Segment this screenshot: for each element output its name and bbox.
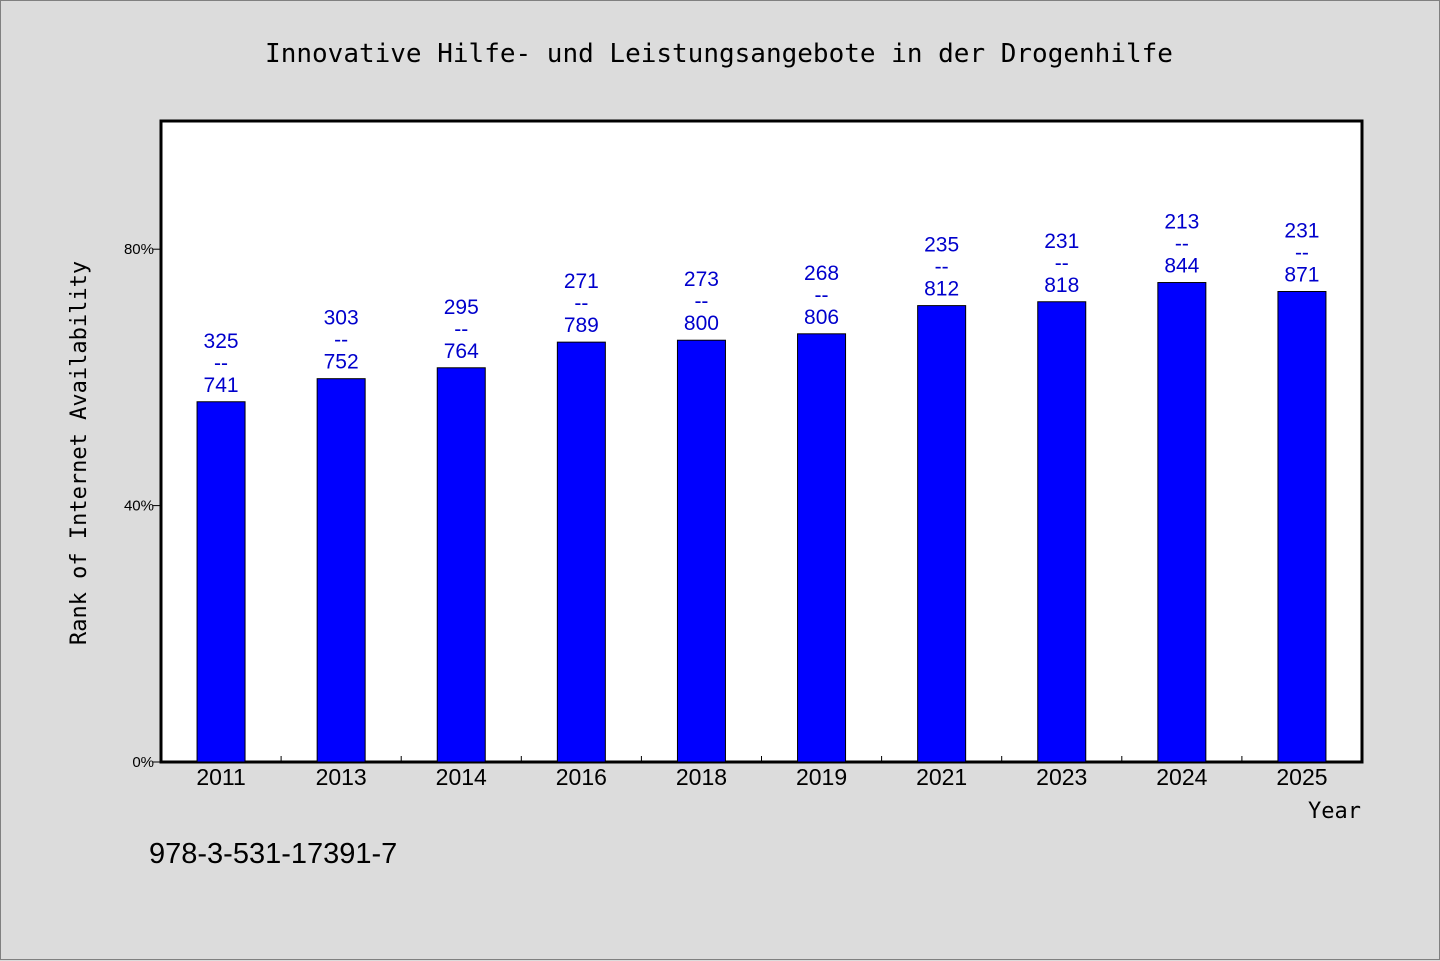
data-label: 871 (1284, 264, 1319, 287)
data-label: 213 (1164, 211, 1199, 234)
x-tick-label: 2011 (196, 764, 245, 790)
data-label: 273 (684, 268, 719, 291)
data-label: 752 (324, 351, 359, 374)
bar (436, 367, 486, 763)
bar-series (196, 282, 1327, 763)
x-tick-label: 2023 (1036, 764, 1087, 790)
x-tick-label: 2014 (436, 764, 487, 790)
bar (676, 339, 726, 763)
x-axis-label: Year (1308, 799, 1361, 824)
y-axis: 0% 40% 80% (124, 241, 161, 771)
bar (316, 378, 366, 763)
data-labels: 325--741303--752295--764271--789273--800… (204, 211, 1320, 397)
data-label: -- (1175, 233, 1189, 256)
data-label: 741 (204, 374, 239, 397)
data-label: 818 (1044, 274, 1079, 297)
x-tick-label: 2018 (676, 764, 727, 790)
y-tick-label: 40% (124, 498, 154, 515)
data-label: 764 (444, 340, 479, 363)
y-axis-label: Rank of Internet Availability (67, 261, 92, 645)
data-label: 271 (564, 270, 599, 293)
data-label: -- (815, 284, 829, 307)
y-tick-label: 0% (132, 754, 154, 771)
y-tick-label: 80% (124, 241, 154, 258)
bar (797, 333, 847, 763)
data-label: 295 (444, 296, 479, 319)
data-label: 800 (684, 312, 719, 335)
chart-title: Innovative Hilfe- und Leistungsangebote … (265, 39, 1173, 69)
bar (1157, 282, 1207, 763)
bar (1037, 301, 1087, 763)
data-label: -- (334, 329, 348, 352)
data-label: 235 (924, 234, 959, 257)
data-label: 268 (804, 262, 839, 285)
data-label: -- (694, 290, 708, 313)
bar (1277, 291, 1327, 763)
x-tick-label: 2016 (556, 764, 607, 790)
data-label: -- (935, 256, 949, 279)
data-label: 325 (204, 330, 239, 353)
x-tick-label: 2024 (1156, 764, 1207, 790)
data-label: 303 (324, 307, 359, 330)
data-label: 812 (924, 278, 959, 301)
data-label: -- (1295, 242, 1309, 265)
data-label: 231 (1284, 220, 1319, 243)
data-label: 789 (564, 314, 599, 337)
bar (196, 401, 246, 763)
bar (917, 305, 967, 763)
x-tick-label: 2019 (796, 764, 847, 790)
bar (556, 341, 606, 763)
x-axis: 2011 2013 2014 2016 2018 2019 2021 2023 2024 2025 (196, 756, 1328, 790)
x-tick-label: 2021 (916, 764, 967, 790)
x-tick-label: 2013 (316, 764, 367, 790)
data-label: -- (454, 318, 468, 341)
isbn-footnote: 978-3-531-17391-7 (149, 838, 397, 870)
data-label: 806 (804, 306, 839, 329)
data-label: -- (214, 352, 228, 375)
x-tick-label: 2025 (1276, 764, 1327, 790)
data-label: -- (574, 292, 588, 315)
data-label: 844 (1164, 255, 1199, 278)
data-label: 231 (1044, 230, 1079, 253)
data-label: -- (1055, 252, 1069, 275)
